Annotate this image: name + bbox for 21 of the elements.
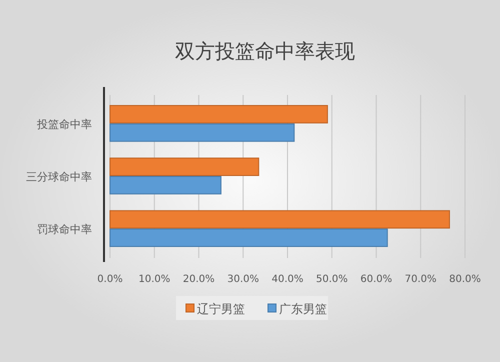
bar	[110, 123, 295, 142]
x-tick-label: 70.0%	[404, 274, 437, 285]
x-tick-label: 30.0%	[227, 274, 260, 285]
x-tick-label: 60.0%	[360, 274, 392, 285]
x-tick-label: 50.0%	[316, 274, 348, 285]
x-tick-label: 40.0%	[272, 274, 304, 285]
legend-label: 辽宁男篮	[197, 302, 245, 316]
legend-label: 广东男篮	[279, 302, 327, 316]
x-tick-label: 10.0%	[138, 274, 170, 285]
y-tick-label: 三分球命中率	[26, 170, 92, 184]
bar	[110, 158, 260, 176]
y-tick-label: 投篮命中率	[36, 118, 92, 131]
bar	[110, 210, 450, 229]
chart-title: 双方投篮命中率表现	[175, 39, 355, 63]
x-tick-label: 80.0%	[449, 274, 481, 285]
x-tick-label: 0.0%	[97, 274, 123, 285]
x-tick-label: 20.0%	[182, 274, 215, 285]
y-tick-label: 罚球命中率	[37, 223, 92, 236]
bar	[110, 176, 222, 194]
bar	[110, 228, 388, 247]
bar	[110, 105, 328, 124]
